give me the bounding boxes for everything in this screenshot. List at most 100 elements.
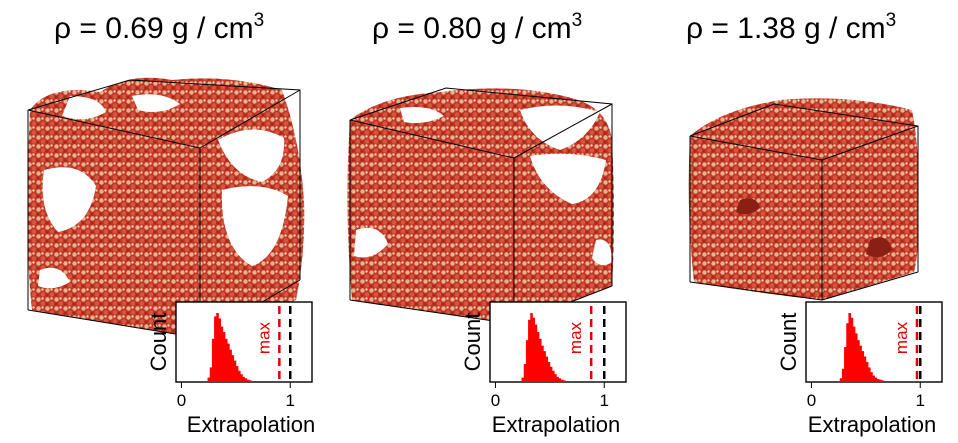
histogram-bar: [538, 338, 542, 381]
panel-3-particle-cluster: [688, 98, 919, 300]
x-tick-label: 0: [807, 391, 816, 410]
x-tick-label: 1: [286, 391, 295, 410]
panel-2-max-label: max: [566, 321, 585, 354]
x-tick-label: 0: [177, 391, 186, 410]
panel-2-particle-cluster: [347, 88, 614, 324]
histogram-bar: [214, 316, 217, 381]
panel-1-pore: [42, 167, 96, 232]
panel-3-y-label: Count: [776, 313, 801, 372]
panel-1-pore: [62, 96, 106, 120]
panel-1: ρ = 0.69 g / cm3 max: [27, 10, 315, 437]
histogram-bar: [229, 349, 232, 381]
histogram-bar: [558, 378, 562, 381]
histogram-bar: [545, 356, 549, 381]
histogram-bar: [536, 332, 540, 381]
histogram-bar: [852, 326, 856, 381]
histogram-bar: [865, 361, 869, 381]
histogram-bar: [549, 366, 553, 381]
panel-1-title: ρ = 0.69 g / cm3: [54, 10, 264, 45]
histogram-bar: [238, 370, 241, 381]
histogram-bar: [552, 370, 555, 381]
histogram-bar: [235, 366, 239, 381]
histogram-bar: [857, 340, 860, 381]
panel-3-max-label: max: [892, 321, 911, 354]
panel-3-simulation-box: [688, 98, 919, 301]
histogram-bar: [881, 380, 884, 381]
panel-3-box-edges: [689, 103, 919, 301]
x-tick-label: 0: [491, 391, 500, 410]
panel-2-pore: [354, 227, 388, 258]
panel-3-dark-region: [736, 198, 760, 215]
histogram-bar: [216, 313, 219, 381]
panel-3-x-label: Extrapolation: [808, 412, 936, 437]
histogram-bar: [859, 345, 862, 381]
x-tick-label: 1: [600, 391, 609, 410]
panel-1-y-label: Count: [146, 313, 171, 372]
panel-3-title: ρ = 1.38 g / cm3: [686, 10, 896, 45]
histogram-bar: [521, 377, 525, 381]
histogram-bar: [870, 372, 873, 381]
histogram-bar: [218, 318, 222, 381]
panel-1-pore: [38, 267, 70, 289]
histogram-bar: [233, 360, 237, 381]
histogram-bar: [868, 367, 871, 381]
histogram-bar: [846, 323, 849, 381]
histogram-bar: [562, 380, 566, 381]
histogram-bar: [530, 313, 533, 381]
histogram-bar: [532, 317, 536, 381]
histogram-bar: [560, 379, 564, 381]
histogram-bar: [240, 374, 243, 381]
histogram-bar: [541, 345, 544, 381]
panel-2-x-label: Extrapolation: [492, 412, 620, 437]
histogram-bar: [231, 355, 235, 381]
histogram-bar: [222, 332, 226, 381]
histogram-bar: [523, 364, 527, 381]
histogram-bar: [543, 351, 546, 381]
panel-1-pore: [221, 186, 288, 266]
x-tick-label: 1: [916, 391, 925, 410]
panel-2-pore: [400, 107, 444, 124]
histogram-bar: [207, 377, 211, 381]
histogram-bar: [850, 317, 854, 381]
histogram-bar: [863, 356, 867, 381]
panel-2-simulation-box: [347, 87, 614, 325]
histogram-bar: [848, 313, 852, 381]
histogram-bar: [556, 376, 559, 381]
panel-3-histogram: [839, 313, 884, 381]
panel-1-histogram: [207, 313, 252, 381]
histogram-bar: [224, 338, 228, 381]
panel-1-pore: [218, 129, 285, 182]
histogram-bar: [246, 379, 250, 381]
histogram-bar: [248, 380, 252, 381]
histogram-bar: [844, 347, 847, 381]
histogram-bar: [841, 368, 845, 381]
panel-2-inset-frame: [489, 301, 627, 383]
histogram-bar: [854, 333, 858, 381]
histogram-bar: [839, 378, 843, 381]
histogram-bar: [534, 324, 538, 381]
panel-2-y-label: Count: [460, 313, 485, 372]
histogram-bar: [547, 361, 551, 381]
panel-3-dark-region: [866, 237, 892, 258]
histogram-bar: [528, 319, 531, 381]
panel-1-x-label: Extrapolation: [187, 412, 315, 437]
histogram-bar: [244, 378, 248, 381]
panel-2-pore: [520, 105, 600, 150]
panel-1-max-label: max: [254, 321, 273, 354]
panel-2-histogram: [521, 313, 566, 381]
panel-3-inset-frame: [805, 301, 943, 383]
panel-2-title: ρ = 0.80 g / cm3: [372, 10, 582, 45]
histogram-bar: [861, 351, 865, 381]
histogram-bar: [554, 374, 557, 381]
histogram-bar: [220, 326, 224, 381]
histogram-bar: [227, 343, 230, 381]
